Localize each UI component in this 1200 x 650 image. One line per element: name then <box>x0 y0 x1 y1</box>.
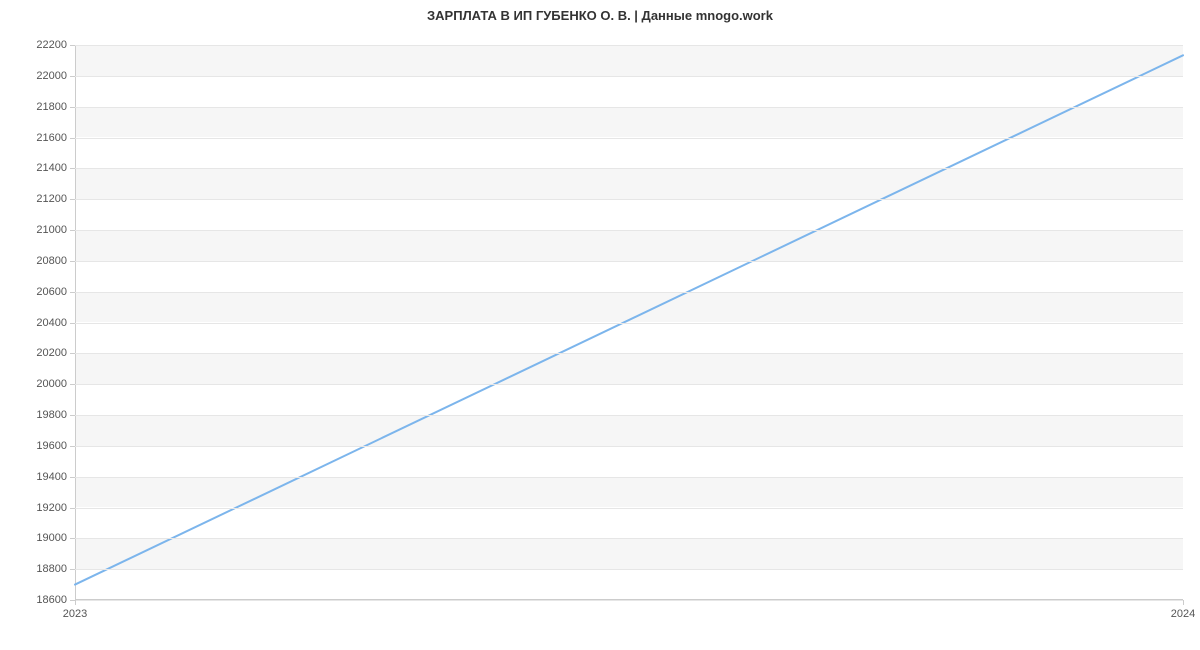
x-tick-label: 2023 <box>63 608 87 620</box>
series-line-salary <box>75 55 1183 584</box>
grid-line <box>75 199 1183 200</box>
grid-line <box>75 446 1183 447</box>
x-tick-mark <box>75 600 76 605</box>
y-tick-mark <box>70 538 75 539</box>
y-tick-label: 20400 <box>36 317 67 329</box>
y-tick-label: 20800 <box>36 255 67 267</box>
chart-title: ЗАРПЛАТА В ИП ГУБЕНКО О. В. | Данные mno… <box>0 8 1200 23</box>
y-tick-mark <box>70 446 75 447</box>
y-tick-mark <box>70 199 75 200</box>
plot-area: 1860018800190001920019400196001980020000… <box>75 45 1183 600</box>
y-tick-mark <box>70 477 75 478</box>
y-tick-label: 22200 <box>36 39 67 51</box>
grid-line <box>75 107 1183 108</box>
y-tick-mark <box>70 45 75 46</box>
grid-line <box>75 45 1183 46</box>
y-tick-mark <box>70 569 75 570</box>
y-tick-label: 22000 <box>36 70 67 82</box>
y-tick-label: 18800 <box>36 563 67 575</box>
y-tick-label: 19400 <box>36 471 67 483</box>
grid-line <box>75 353 1183 354</box>
y-tick-mark <box>70 138 75 139</box>
y-tick-label: 18600 <box>36 594 67 606</box>
grid-line <box>75 538 1183 539</box>
grid-line <box>75 261 1183 262</box>
grid-line <box>75 292 1183 293</box>
y-tick-label: 21400 <box>36 162 67 174</box>
y-tick-label: 19600 <box>36 440 67 452</box>
y-tick-label: 20000 <box>36 378 67 390</box>
y-tick-mark <box>70 76 75 77</box>
y-tick-label: 21000 <box>36 224 67 236</box>
grid-line <box>75 138 1183 139</box>
grid-line <box>75 230 1183 231</box>
y-tick-label: 21800 <box>36 101 67 113</box>
y-tick-mark <box>70 384 75 385</box>
y-tick-label: 19800 <box>36 409 67 421</box>
y-tick-label: 19000 <box>36 532 67 544</box>
y-tick-mark <box>70 292 75 293</box>
grid-line <box>75 323 1183 324</box>
grid-line <box>75 415 1183 416</box>
y-tick-mark <box>70 107 75 108</box>
y-tick-label: 19200 <box>36 502 67 514</box>
grid-line <box>75 508 1183 509</box>
grid-line <box>75 384 1183 385</box>
y-tick-mark <box>70 323 75 324</box>
y-tick-mark <box>70 261 75 262</box>
y-tick-mark <box>70 415 75 416</box>
grid-line <box>75 477 1183 478</box>
grid-line <box>75 569 1183 570</box>
grid-line <box>75 168 1183 169</box>
x-tick-label: 2024 <box>1171 608 1195 620</box>
chart-container: ЗАРПЛАТА В ИП ГУБЕНКО О. В. | Данные mno… <box>0 0 1200 650</box>
y-tick-label: 21600 <box>36 132 67 144</box>
y-tick-mark <box>70 168 75 169</box>
grid-line <box>75 600 1183 601</box>
grid-line <box>75 76 1183 77</box>
y-tick-mark <box>70 353 75 354</box>
y-tick-label: 20600 <box>36 286 67 298</box>
x-tick-mark <box>1183 600 1184 605</box>
y-tick-mark <box>70 508 75 509</box>
y-tick-label: 21200 <box>36 193 67 205</box>
y-tick-label: 20200 <box>36 347 67 359</box>
y-tick-mark <box>70 230 75 231</box>
